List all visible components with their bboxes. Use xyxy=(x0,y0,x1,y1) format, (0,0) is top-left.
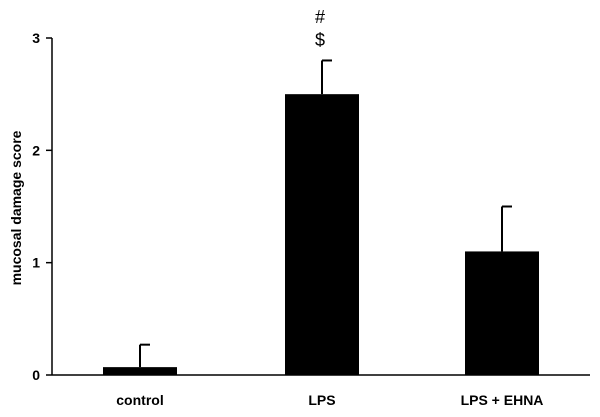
y-tick-label: 0 xyxy=(32,367,40,383)
bar xyxy=(285,94,359,376)
y-tick-label: 2 xyxy=(32,142,40,158)
y-axis-title: mucosal damage score xyxy=(8,130,24,285)
y-tick-label: 3 xyxy=(32,30,40,46)
labels: 0 1 2 3 control LPS LPS + EHNA # $ xyxy=(32,7,543,408)
bar xyxy=(465,251,539,375)
x-tick-label: control xyxy=(116,392,163,408)
y-tick-label: 1 xyxy=(32,255,40,271)
x-tick-label: LPS xyxy=(308,392,335,408)
significance-marker: $ xyxy=(315,30,325,50)
significance-marker: # xyxy=(315,7,325,27)
error-bars xyxy=(139,59,512,368)
x-tick-label: LPS + EHNA xyxy=(461,392,544,408)
bars xyxy=(103,94,539,376)
bar xyxy=(103,367,177,375)
